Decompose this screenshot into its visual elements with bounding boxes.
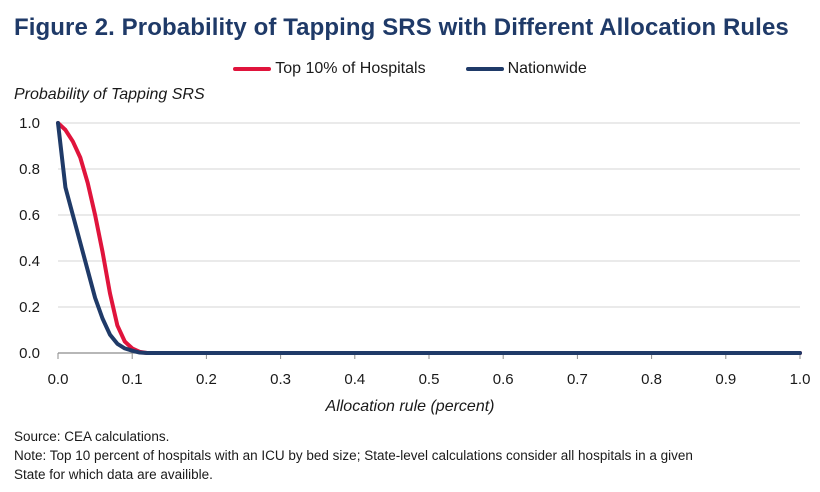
legend-label-top10: Top 10% of Hospitals xyxy=(275,60,426,77)
y-tick-label: 0.0 xyxy=(19,345,40,362)
y-axis-label: Probability of Tapping SRS xyxy=(14,86,205,103)
x-tick-label: 0.7 xyxy=(567,371,588,388)
legend-item-top10: Top 10% of Hospitals xyxy=(233,60,426,78)
y-tick-label: 0.6 xyxy=(19,207,40,224)
chart-notes: Source: CEA calculations. Note: Top 10 p… xyxy=(14,427,814,484)
y-tick-label: 0.2 xyxy=(19,299,40,316)
x-tick-label: 0.9 xyxy=(715,371,736,388)
series-line-1 xyxy=(56,121,802,355)
x-tick-labels: 0.0 0.1 0.2 0.3 0.4 0.5 0.6 0.7 0.8 0.9 1.0 xyxy=(48,371,811,388)
series-lines xyxy=(56,121,802,355)
chart-title: Figure 2. Probability of Tapping SRS wit… xyxy=(14,14,789,41)
legend-label-nationwide: Nationwide xyxy=(507,60,587,77)
x-tick-label: 0.8 xyxy=(641,371,662,388)
x-axis-label: Allocation rule (percent) xyxy=(325,398,495,415)
note-line-1: Note: Top 10 percent of hospitals with a… xyxy=(14,448,693,463)
x-tick-label: 0.2 xyxy=(196,371,217,388)
grid-lines xyxy=(57,122,801,359)
x-tick-label: 0.4 xyxy=(344,371,365,388)
x-tick-label: 0.3 xyxy=(270,371,291,388)
x-tick-label: 0.1 xyxy=(122,371,143,388)
y-tick-label: 0.4 xyxy=(19,253,40,270)
legend-item-nationwide: Nationwide xyxy=(465,60,587,78)
note-line-2: State for which data are availible. xyxy=(14,467,213,482)
y-tick-label: 1.0 xyxy=(19,115,40,132)
x-tick-label: 0.6 xyxy=(493,371,514,388)
x-tick-label: 1.0 xyxy=(790,371,811,388)
y-tick-labels: 0.0 0.2 0.4 0.6 0.8 1.0 xyxy=(19,115,40,362)
legend-swatch-nationwide xyxy=(465,67,504,71)
chart-legend: Top 10% of Hospitals Nationwide xyxy=(0,60,820,78)
y-tick-label: 0.8 xyxy=(19,161,40,178)
legend-swatch-top10 xyxy=(233,67,272,71)
x-tick-label: 0.5 xyxy=(419,371,440,388)
series-line-0 xyxy=(56,121,802,355)
source-note: Source: CEA calculations. xyxy=(14,429,170,444)
x-tick-label: 0.0 xyxy=(48,371,69,388)
